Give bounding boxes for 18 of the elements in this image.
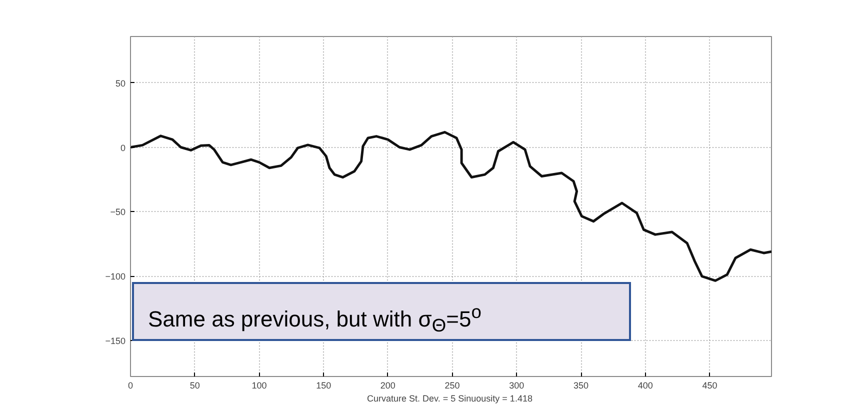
y-tick-label: 50 xyxy=(115,78,126,88)
x-tick-label: 250 xyxy=(444,380,460,390)
x-tick-label: 350 xyxy=(573,380,589,390)
x-tick-label: 100 xyxy=(252,380,267,390)
annotation-text-box: Same as previous, but with σ$_{Θ}$=5$^{o}$ xyxy=(132,282,631,341)
x-tick-label: 450 xyxy=(702,380,718,390)
x-tick-label: 400 xyxy=(638,380,653,390)
x-tick-label: 200 xyxy=(380,380,396,390)
y-tick-label: −100 xyxy=(105,272,126,282)
x-tick-label: 150 xyxy=(316,380,332,390)
x-axis-title: Curvature St. Dev. = 5 Sinuousity = 1.418 xyxy=(367,394,532,404)
y-tick-label: −150 xyxy=(105,336,126,346)
y-tick-label: 0 xyxy=(120,142,126,153)
x-tick-label: 0 xyxy=(128,380,134,390)
x-tick-label: 300 xyxy=(509,380,524,390)
y-tick-label: −50 xyxy=(110,207,126,218)
line-series xyxy=(130,130,772,282)
x-tick-label: 50 xyxy=(190,380,200,390)
